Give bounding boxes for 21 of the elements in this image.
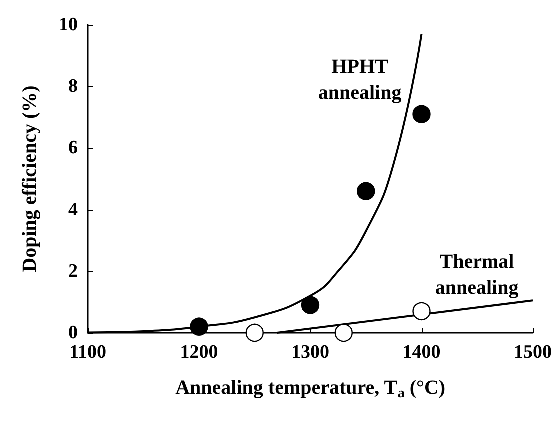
annotation: Thermal annealing: [435, 251, 519, 299]
y-tick-label: 8: [68, 76, 78, 98]
y-tick-label: 0: [68, 322, 78, 344]
y-tick-label: 2: [68, 260, 78, 282]
y-tick-label: 6: [68, 138, 78, 159]
annotation: HPHT annealing: [318, 56, 402, 104]
x-tick-label: 1300: [292, 342, 330, 363]
point: [190, 318, 208, 336]
point: [246, 324, 264, 342]
point: [357, 182, 376, 200]
x-tick-label: 1500: [514, 342, 552, 363]
point: [334, 324, 353, 342]
y-tick-label: 10: [59, 14, 78, 36]
x-tick-label: 1400: [402, 342, 441, 363]
x-tick-label: 1100: [70, 342, 106, 363]
point: [412, 105, 431, 124]
point: [412, 302, 431, 321]
point: [301, 296, 320, 314]
y-axis-title: Doping efficiency (%): [19, 86, 41, 272]
y-tick-label: 4: [68, 199, 78, 220]
x-tick-label: 1200: [180, 342, 218, 363]
